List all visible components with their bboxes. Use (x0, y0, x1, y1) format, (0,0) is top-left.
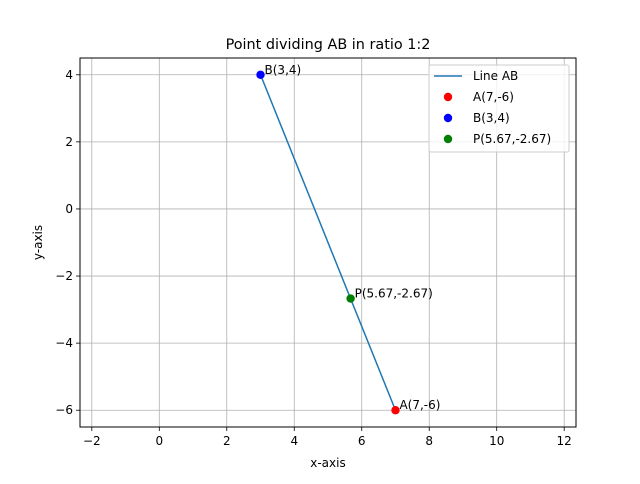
data-layer (256, 70, 400, 415)
point-annotation-1: A(7,-6) (399, 398, 440, 412)
x-tick-label: 0 (155, 434, 163, 448)
x-tick-label: 10 (489, 434, 504, 448)
axis-ticks: −2 0 2 4 6 8 10 12 −6 −4 −2 0 2 4 (55, 68, 572, 448)
x-tick-label: 8 (425, 434, 433, 448)
legend-box (428, 64, 570, 153)
y-axis-label: y-axis (31, 225, 45, 260)
plot-area-frame (79, 57, 577, 428)
x-tick-label: 2 (223, 434, 231, 448)
legend-point-swatch (443, 92, 453, 102)
y-tick-label: 4 (65, 68, 73, 82)
y-tick-label: −4 (55, 336, 73, 350)
x-tick-label: −2 (83, 434, 101, 448)
x-axis-label: x-axis (310, 456, 345, 470)
legend-point-swatch (443, 134, 453, 144)
y-tick-label: −2 (55, 269, 73, 283)
legend-entry-label: A(7,-6) (473, 90, 514, 104)
legend-entry-label: Line AB (473, 69, 518, 83)
data-point-2 (256, 70, 265, 79)
legend-point-swatch (443, 113, 453, 123)
point-annotation-3: P(5.67,-2.67) (355, 287, 433, 301)
point-annotation-2: B(3,4) (265, 63, 302, 77)
legend-entry-label: B(3,4) (473, 111, 510, 125)
x-tick-label: 6 (358, 434, 366, 448)
data-point-1 (391, 406, 400, 415)
x-tick-label: 4 (290, 434, 298, 448)
x-tick-label: 12 (557, 434, 572, 448)
legend-entry-label: P(5.67,-2.67) (473, 132, 551, 146)
series-line-ab (259, 74, 397, 411)
y-tick-label: 2 (65, 135, 73, 149)
annotation-layer: A(7,-6) B(3,4) P(5.67,-2.67) (265, 63, 441, 412)
y-tick-label: 0 (65, 202, 73, 216)
legend: Line AB A(7,-6) B(3,4) P(5.67,-2.67) (428, 64, 570, 153)
chart-title: Point dividing AB in ratio 1:2 (226, 37, 431, 53)
data-point-3 (346, 294, 355, 303)
y-tick-label: −6 (55, 403, 73, 417)
